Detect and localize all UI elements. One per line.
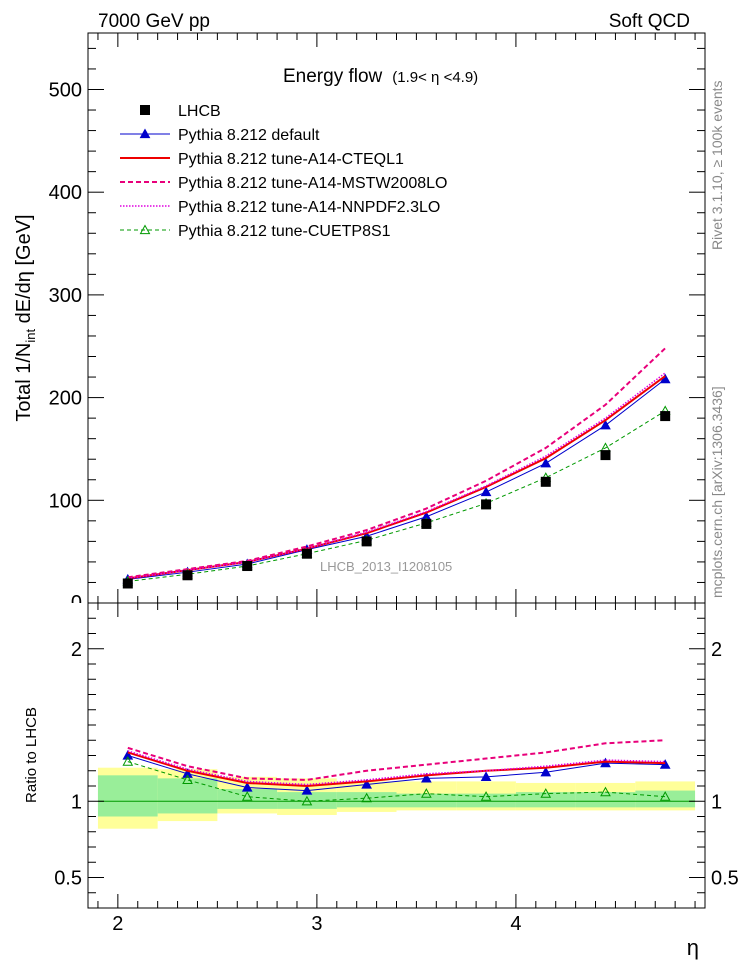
data-point xyxy=(182,570,193,581)
stat-band-bin xyxy=(336,792,397,808)
legend-label: Pythia 8.212 tune-A14-MSTW2008LO xyxy=(178,175,447,192)
legend: LHCB Pythia 8.212 default Pythia 8.212 tun… xyxy=(120,103,447,240)
series-point-ratio xyxy=(659,759,671,769)
main-y-tick-label: 300 xyxy=(49,285,82,307)
legend-label: Pythia 8.212 default xyxy=(178,127,320,144)
stat-band-bin xyxy=(157,778,218,814)
chart-title-range: (1.9< η <4.9) xyxy=(392,69,478,86)
data-point xyxy=(361,536,372,547)
ratio-panel: 0.5 0.5 1 1 2 2 Ratio to LHCB xyxy=(23,602,739,909)
data-point xyxy=(540,476,551,487)
main-y-axis-label-tail: dE/dη [GeV] xyxy=(13,214,35,329)
data-point xyxy=(122,578,133,589)
series-line-main xyxy=(127,410,666,582)
stat-band-bin xyxy=(515,792,576,808)
series-point-ratio xyxy=(659,791,671,801)
legend-label: Pythia 8.212 tune-A14-NNPDF2.3LO xyxy=(178,199,440,216)
series-point-ratio xyxy=(122,756,134,766)
series-point-ratio xyxy=(301,785,313,795)
ratio-y-tick-label: 2 xyxy=(71,639,82,661)
main-panel: 1002003004005000 Energy flow(1.9< η <4.9… xyxy=(0,32,706,615)
main-data-layer xyxy=(122,347,671,589)
rivet-version-label: Rivet 3.1.10, ≥ 100k events xyxy=(709,80,725,250)
series-line-main xyxy=(127,378,666,580)
x-axis-label: η xyxy=(687,935,699,960)
series-point-ratio xyxy=(540,766,552,777)
series-point-ratio xyxy=(182,774,193,784)
series-line-main xyxy=(127,347,666,579)
series-point-main xyxy=(540,457,552,468)
series-line-ratio xyxy=(127,751,666,788)
stat-band-bin xyxy=(217,789,278,809)
series-point-ratio xyxy=(421,772,432,783)
legend-label: Pythia 8.212 tune-A14-CTEQL1 xyxy=(178,151,404,168)
series-line-ratio xyxy=(127,761,666,802)
analysis-label: LHCB_2013_I1208105 xyxy=(320,559,452,574)
series-point-ratio xyxy=(480,771,492,781)
main-y-tick-label: 100 xyxy=(49,490,82,512)
data-point xyxy=(301,548,312,559)
x-tick-label: 3 xyxy=(311,913,322,935)
stat-band-bin xyxy=(575,792,636,808)
x-axis-layer: 2 3 4 xyxy=(97,33,696,935)
series-point-ratio xyxy=(421,788,432,798)
series-point-ratio xyxy=(122,749,134,760)
data-point xyxy=(600,450,611,461)
legend-marker xyxy=(139,128,151,139)
main-y-axis-label-text: Total 1/N xyxy=(13,343,35,422)
series-point-ratio xyxy=(540,788,552,798)
series-line-ratio xyxy=(127,750,666,786)
zero-label-mask xyxy=(0,603,87,615)
main-y-tick-label: 200 xyxy=(49,388,82,410)
series-point-ratio xyxy=(301,795,313,806)
chart-title: Energy flow (1.9< η <4.9) xyxy=(283,66,478,87)
ratio-panel-frame xyxy=(87,602,706,909)
ratio-data-layer xyxy=(97,739,696,829)
ratio-y-tick-label-right: 1 xyxy=(711,791,722,813)
legend-label: LHCB xyxy=(178,103,221,120)
ratio-y-tick-label-right: 2 xyxy=(711,639,722,661)
data-point xyxy=(481,499,492,510)
ratio-axis-layer: 0.5 0.5 1 1 2 2 xyxy=(54,617,739,894)
series-point-main xyxy=(480,486,492,497)
series-point-main xyxy=(600,419,611,430)
ratio-y-tick-label-right: 0.5 xyxy=(711,868,739,890)
x-tick-label: 4 xyxy=(510,913,521,935)
ratio-y-tick-label: 0.5 xyxy=(54,868,82,890)
legend-swatch xyxy=(140,105,150,115)
stat-band-bin xyxy=(635,790,696,808)
series-point-ratio xyxy=(241,781,253,792)
stat-band-bin xyxy=(396,793,457,808)
series-point-ratio xyxy=(361,778,372,789)
series-point-ratio xyxy=(182,768,193,778)
chart-title-main: Energy flow xyxy=(283,66,383,87)
legend-label: Pythia 8.212 tune-CUETP8S1 xyxy=(178,223,391,240)
ratio-y-tick-label: 1 xyxy=(71,791,82,813)
series-point-ratio xyxy=(241,791,253,801)
data-point xyxy=(421,518,432,529)
main-y-tick-label: 500 xyxy=(49,79,82,101)
main-y-tick-label: 400 xyxy=(49,182,82,204)
main-axis-layer: 1002003004005000 xyxy=(0,47,705,615)
main-y-axis-label-sub: int xyxy=(23,329,38,343)
legend-marker xyxy=(139,224,151,235)
series-line-main xyxy=(127,375,666,580)
mcplots-reference-label: mcplots.cern.ch [arXiv:1306.3436] xyxy=(709,386,725,598)
data-point xyxy=(660,411,671,422)
series-line-ratio xyxy=(127,755,666,792)
header-process-label: Soft QCD xyxy=(609,11,690,32)
series-point-ratio xyxy=(480,791,492,801)
series-point-ratio xyxy=(600,786,611,797)
series-point-ratio xyxy=(361,792,372,803)
series-line-ratio xyxy=(127,739,666,781)
stat-band-bin xyxy=(277,792,337,809)
main-y-axis-label: Total 1/Nint dE/dη [GeV] xyxy=(13,214,38,421)
stat-band-bin xyxy=(97,775,158,817)
x-tick-label: 2 xyxy=(112,913,123,935)
ratio-y-axis-label: Ratio to LHCB xyxy=(23,707,40,803)
data-point xyxy=(242,561,253,572)
series-line-main xyxy=(127,372,666,580)
header-energy-label: 7000 GeV pp xyxy=(98,11,210,32)
